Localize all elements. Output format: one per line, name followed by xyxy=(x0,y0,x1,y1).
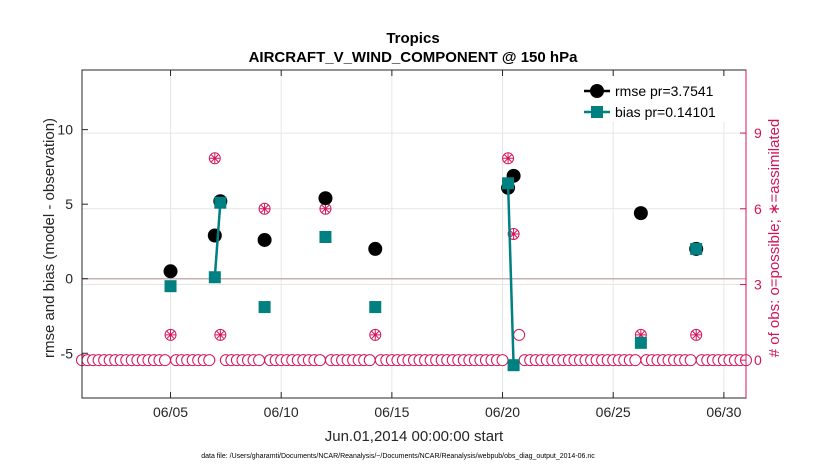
assimilated-obs-marker xyxy=(209,153,220,164)
x-axis-label: Jun.01,2014 00:00:00 start xyxy=(325,428,504,445)
possible-obs-marker xyxy=(203,354,216,367)
assimilated-obs-marker xyxy=(370,329,381,340)
bias-marker xyxy=(208,271,221,284)
possible-obs-marker xyxy=(684,354,697,367)
bias-marker xyxy=(507,359,520,372)
bias-marker xyxy=(258,301,271,314)
assimilated-obs-marker xyxy=(508,229,519,239)
assimilated-obs-marker xyxy=(635,329,646,340)
legend-box xyxy=(581,76,741,122)
bias-marker xyxy=(502,177,515,190)
bias-marker xyxy=(634,336,647,349)
possible-obs-marker xyxy=(159,354,171,367)
bias-marker xyxy=(164,280,177,293)
y-tick-label: 10 xyxy=(57,122,73,138)
rmse-marker xyxy=(207,228,222,243)
x-tick-label: 06/25 xyxy=(596,404,631,420)
data-layer xyxy=(76,152,752,372)
bias-marker xyxy=(214,196,227,209)
assimilated-obs-marker xyxy=(320,203,331,214)
y2-tick-label: 6 xyxy=(754,201,762,217)
bias-line-segment xyxy=(506,183,515,366)
y-tick-label: 5 xyxy=(65,196,73,212)
bias-marker xyxy=(369,301,382,314)
assimilated-obs-marker xyxy=(691,329,702,340)
y2-axis-label: # of obs: o=possible; ∗=assimilated xyxy=(766,119,783,358)
y2-tick-label: 0 xyxy=(754,352,762,368)
footnote: data file: /Users/gharamti/Documents/NCA… xyxy=(201,453,595,460)
possible-obs-marker xyxy=(363,354,376,367)
possible-obs-marker xyxy=(313,354,326,367)
x-tick-label: 06/15 xyxy=(374,404,409,420)
bias-marker xyxy=(319,230,332,243)
chart-subtitle: AIRCRAFT_V_WIND_COMPONENT @ 150 hPa xyxy=(249,49,579,66)
legend: rmse pr=3.7541 bias pr=0.14101 xyxy=(581,76,741,122)
legend-bias-label: bias pr=0.14101 xyxy=(615,104,716,120)
legend-bias-marker xyxy=(591,106,603,118)
x-tick-label: 06/30 xyxy=(706,404,741,420)
x-tick-label: 06/20 xyxy=(485,404,520,420)
possible-obs-marker xyxy=(253,354,266,367)
legend-rmse-marker xyxy=(590,84,604,98)
y2-tick-label: 9 xyxy=(754,125,762,141)
rmse-marker xyxy=(163,264,178,279)
assimilated-obs-marker xyxy=(259,203,270,214)
possible-obs-marker xyxy=(629,354,642,367)
y-tick-label: -5 xyxy=(61,345,74,361)
y2-tick-label: 3 xyxy=(754,276,762,292)
possible-obs-marker xyxy=(496,354,509,367)
assimilated-obs-marker xyxy=(165,329,176,340)
assimilated-obs-marker xyxy=(503,153,514,164)
legend-rmse-label: rmse pr=3.7541 xyxy=(615,83,714,99)
rmse-marker xyxy=(318,191,333,206)
rmse-marker xyxy=(257,232,272,247)
y-axis-label: rmse and bias (model - observation) xyxy=(41,118,58,358)
possible-obs-marker xyxy=(513,328,526,341)
axes: 06/05 06/10 06/15 06/20 06/25 06/30 -5 0 5 10 0 3 6 9 xyxy=(57,70,762,420)
assimilated-obs-marker xyxy=(215,329,226,340)
bias-marker xyxy=(690,242,703,255)
rmse-marker xyxy=(633,206,648,221)
y-tick-label: 0 xyxy=(65,271,73,287)
x-tick-label: 06/10 xyxy=(264,404,299,420)
rmse-marker xyxy=(368,241,383,256)
bias-line-segment xyxy=(213,202,222,278)
x-tick-label: 06/05 xyxy=(153,404,188,420)
chart-title: Tropics xyxy=(386,30,439,47)
